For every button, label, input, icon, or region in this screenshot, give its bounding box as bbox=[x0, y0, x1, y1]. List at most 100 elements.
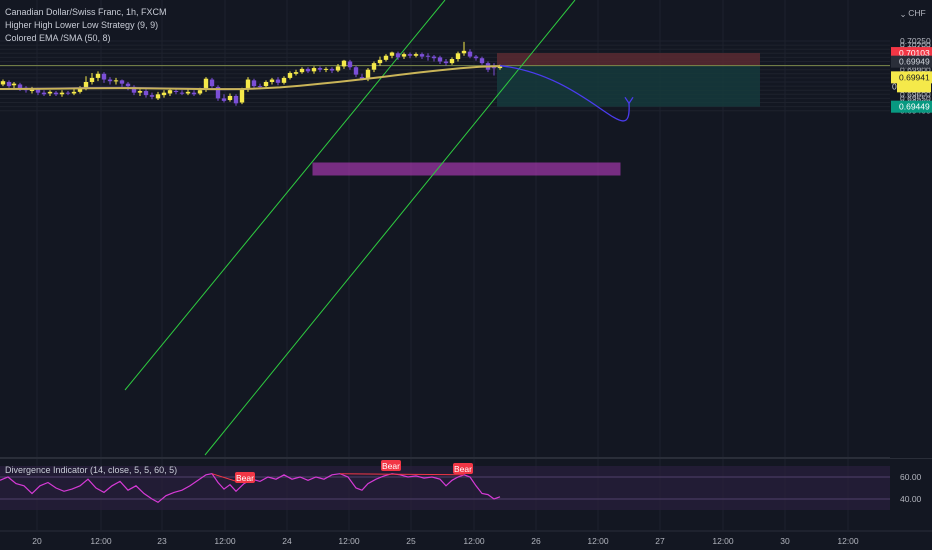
target-price-tag-bg bbox=[891, 100, 932, 113]
candle-body bbox=[467, 51, 473, 57]
candle-body bbox=[59, 92, 65, 95]
position-zones bbox=[0, 53, 890, 176]
candle-body bbox=[233, 95, 239, 104]
candle-body bbox=[137, 91, 143, 93]
candle-body bbox=[0, 81, 6, 85]
time-axis[interactable]: 20 12:00 23 12:00 24 12:00 25 12:00 26 12:00 27 12:… bbox=[0, 530, 932, 550]
candle-body bbox=[161, 92, 167, 96]
time-tick: 12:00 bbox=[587, 536, 609, 546]
oscillator-title[interactable]: Divergence Indicator (14, close, 5, 5, 6… bbox=[5, 465, 178, 475]
candle-body bbox=[167, 90, 173, 94]
time-tick: 12:00 bbox=[837, 536, 859, 546]
price-tick: 0.70250 bbox=[900, 36, 931, 46]
candle-body bbox=[359, 77, 365, 79]
moving-average bbox=[0, 65, 501, 91]
candle-body bbox=[155, 94, 161, 99]
candle-body bbox=[77, 88, 83, 92]
candle-body bbox=[437, 57, 443, 62]
candle-body bbox=[473, 56, 479, 59]
grid bbox=[0, 0, 932, 530]
price-tick: 0.69550 bbox=[900, 93, 931, 103]
overlays bbox=[499, 65, 634, 122]
divergence-line-2 bbox=[339, 473, 465, 476]
candle-body bbox=[305, 68, 311, 72]
candle-body bbox=[17, 84, 23, 89]
candle-body bbox=[425, 55, 431, 57]
time-tick: 26 bbox=[531, 536, 541, 546]
candle-body bbox=[89, 77, 95, 82]
candle-body bbox=[383, 55, 389, 60]
candle-body bbox=[251, 80, 257, 87]
projection-arrowhead bbox=[624, 96, 634, 105]
time-axis-bg bbox=[0, 531, 932, 550]
candle-body bbox=[443, 61, 449, 64]
candle-body bbox=[227, 95, 233, 101]
candle-body bbox=[377, 59, 383, 64]
osc-tick-40: 40.00 bbox=[900, 494, 922, 504]
time-tick: 12:00 bbox=[214, 536, 236, 546]
candle-body bbox=[41, 92, 47, 95]
candle-body bbox=[11, 83, 17, 86]
price-tick: 0.69600 bbox=[900, 89, 931, 99]
partial-tag: 0 bbox=[892, 81, 897, 91]
indicator-hhll[interactable]: Higher High Lower Low Strategy (9, 9) bbox=[5, 20, 159, 30]
candle-body bbox=[461, 50, 467, 54]
time-tick: 12:00 bbox=[712, 536, 734, 546]
bear-label: Bear bbox=[236, 473, 254, 483]
candle-body bbox=[419, 54, 425, 57]
candle-body bbox=[491, 67, 497, 69]
stop-loss-zone bbox=[497, 53, 760, 66]
candle-body bbox=[311, 68, 317, 72]
oscillator-pane: Bear Bear Bear bbox=[0, 460, 890, 510]
chart-legend: Canadian Dollar/Swiss Franc, 1h, FXCM Hi… bbox=[5, 6, 167, 45]
candle-body bbox=[95, 73, 101, 78]
candle-body bbox=[65, 92, 71, 94]
price-tick: 0.69900 bbox=[900, 65, 931, 75]
take-profit-zone bbox=[497, 65, 760, 107]
bear-label-bg bbox=[381, 460, 401, 471]
candle-body bbox=[209, 79, 215, 87]
candle-body bbox=[179, 92, 185, 94]
bear-label-bg bbox=[235, 472, 255, 483]
candle-body bbox=[221, 98, 227, 101]
channel-lines bbox=[124, 0, 576, 456]
last-price-tag: 0.69949 bbox=[899, 57, 930, 67]
last-price-tag-bg bbox=[891, 55, 932, 68]
candle-body bbox=[455, 53, 461, 60]
time-tick: 12:00 bbox=[90, 536, 112, 546]
candle-body bbox=[413, 54, 419, 56]
osc-tick-60: 60.00 bbox=[900, 472, 922, 482]
candle-body bbox=[335, 66, 341, 71]
projection-arc bbox=[499, 65, 630, 122]
candle-body bbox=[239, 89, 245, 103]
time-tick: 12:00 bbox=[338, 536, 360, 546]
price-tick: 0.70200 bbox=[900, 40, 931, 50]
indicator-ema-sma[interactable]: Colored EMA /SMA (50, 8) bbox=[5, 33, 111, 43]
candle-body bbox=[431, 56, 437, 59]
candle-body bbox=[215, 86, 221, 99]
candle-body bbox=[143, 91, 149, 96]
candle-body bbox=[107, 79, 113, 82]
candle-body bbox=[341, 60, 347, 67]
price-axis[interactable]: CHF⌄0.702500.702000.701500.701000.700500… bbox=[890, 0, 932, 504]
currency-label: CHF bbox=[908, 8, 925, 18]
bear-label-bg bbox=[453, 463, 473, 474]
candle-body bbox=[203, 78, 209, 90]
candle-body bbox=[191, 92, 197, 95]
candle-body bbox=[323, 68, 329, 70]
symbol-title[interactable]: Canadian Dollar/Swiss Franc, 1h, FXCM bbox=[5, 7, 167, 17]
countdown-bg bbox=[897, 80, 931, 93]
candle-body bbox=[293, 72, 299, 74]
bear-label: Bear bbox=[454, 464, 472, 474]
candle-body bbox=[329, 68, 335, 71]
supply-zone bbox=[312, 162, 621, 176]
candle-body bbox=[317, 68, 323, 70]
oscillator-line bbox=[0, 473, 501, 504]
channel-upper-line bbox=[124, 0, 446, 391]
candles bbox=[0, 41, 503, 106]
candle-body bbox=[53, 92, 59, 95]
ema-line bbox=[0, 65, 501, 91]
candle-body bbox=[35, 89, 41, 93]
candle-body bbox=[389, 52, 395, 56]
